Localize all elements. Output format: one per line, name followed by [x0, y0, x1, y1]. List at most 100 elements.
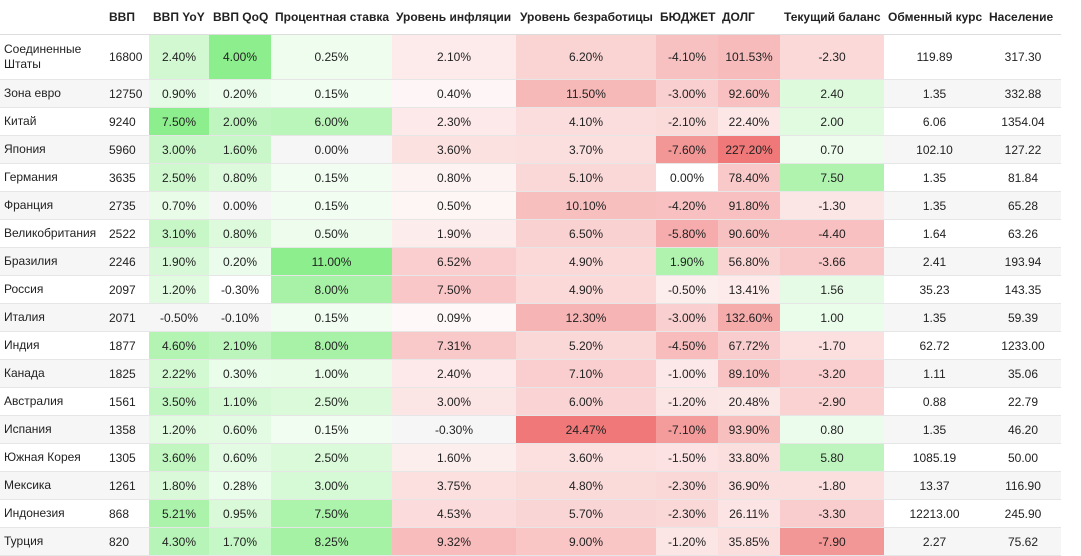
column-header: Население — [985, 0, 1061, 35]
value-cell: 0.15% — [271, 79, 392, 108]
value-cell: 0.50% — [392, 191, 516, 220]
value-cell: 5960 — [105, 135, 149, 164]
value-cell: 16800 — [105, 34, 149, 80]
column-header: ВВП — [105, 0, 149, 35]
value-cell: 7.50 — [780, 163, 884, 192]
table-row: Зона евро 12750 0.90% 0.20% 0.15% 0.40% 11.50%… — [0, 79, 1061, 108]
value-cell: 1.35 — [884, 191, 985, 220]
value-cell: 62.72 — [884, 331, 985, 360]
country-cell: Великобритания — [0, 219, 105, 248]
value-cell: 89.10% — [718, 359, 780, 388]
value-cell: 1825 — [105, 359, 149, 388]
value-cell: 12.30% — [516, 303, 656, 332]
value-cell: -4.50% — [656, 331, 718, 360]
value-cell: 317.30 — [985, 34, 1061, 80]
country-cell: Турция — [0, 527, 105, 556]
value-cell: 0.80% — [209, 219, 271, 248]
value-cell: 1.64 — [884, 219, 985, 248]
country-cell: Индия — [0, 331, 105, 360]
column-header: Текущий баланс — [780, 0, 884, 35]
table-row: Индонезия 868 5.21% 0.95% 7.50% 4.53% 5.70% -2.… — [0, 499, 1061, 528]
value-cell: -2.90 — [780, 387, 884, 416]
value-cell: 1085.19 — [884, 443, 985, 472]
value-cell: 0.00% — [656, 163, 718, 192]
value-cell: -0.30% — [209, 275, 271, 304]
table-row: Великобритания 2522 3.10% 0.80% 0.50% 1.90% 6.… — [0, 219, 1061, 248]
value-cell: 0.15% — [271, 303, 392, 332]
table-row: Индия 1877 4.60% 2.10% 8.00% 7.31% 5.20% -4.50%… — [0, 331, 1061, 360]
column-header: БЮДЖЕТ — [656, 0, 718, 35]
value-cell: 81.84 — [985, 163, 1061, 192]
value-cell: 143.35 — [985, 275, 1061, 304]
value-cell: 0.09% — [392, 303, 516, 332]
value-cell: 11.00% — [271, 247, 392, 276]
value-cell: 119.89 — [884, 34, 985, 80]
value-cell: 1.90% — [392, 219, 516, 248]
table-row: Япония 5960 3.00% 1.60% 0.00% 3.60% 3.70% -7.60… — [0, 135, 1061, 164]
table-row: Мексика 1261 1.80% 0.28% 3.00% 3.75% 4.80% -2.3… — [0, 471, 1061, 500]
value-cell: -1.50% — [656, 443, 718, 472]
value-cell: 116.90 — [985, 471, 1061, 500]
value-cell: -3.00% — [656, 79, 718, 108]
value-cell: 2.22% — [149, 359, 209, 388]
value-cell: 0.60% — [209, 415, 271, 444]
value-cell: 1.90% — [149, 247, 209, 276]
value-cell: 5.80 — [780, 443, 884, 472]
value-cell: 93.90% — [718, 415, 780, 444]
value-cell: 3.00% — [392, 387, 516, 416]
value-cell: 8.00% — [271, 331, 392, 360]
value-cell: -4.20% — [656, 191, 718, 220]
table-row: Испания 1358 1.20% 0.60% 0.15% -0.30% 24.47% -7… — [0, 415, 1061, 444]
value-cell: 0.00% — [271, 135, 392, 164]
value-cell: 1.60% — [209, 135, 271, 164]
value-cell: -4.10% — [656, 34, 718, 80]
value-cell: 2071 — [105, 303, 149, 332]
value-cell: 0.15% — [271, 163, 392, 192]
value-cell: 227.20% — [718, 135, 780, 164]
corner-cell — [0, 0, 105, 35]
country-cell: Испания — [0, 415, 105, 444]
value-cell: -0.10% — [209, 303, 271, 332]
value-cell: 1.00% — [271, 359, 392, 388]
value-cell: 63.26 — [985, 219, 1061, 248]
value-cell: 1.60% — [392, 443, 516, 472]
value-cell: 1.80% — [149, 471, 209, 500]
value-cell: -2.10% — [656, 107, 718, 136]
value-cell: 50.00 — [985, 443, 1061, 472]
value-cell: 13.37 — [884, 471, 985, 500]
value-cell: -1.00% — [656, 359, 718, 388]
value-cell: 1877 — [105, 331, 149, 360]
value-cell: 2.10% — [209, 331, 271, 360]
table-row: Австралия 1561 3.50% 1.10% 2.50% 3.00% 6.00% -1… — [0, 387, 1061, 416]
value-cell: 12750 — [105, 79, 149, 108]
table-row: Россия 2097 1.20% -0.30% 8.00% 7.50% 4.90% -0.5… — [0, 275, 1061, 304]
value-cell: 0.30% — [209, 359, 271, 388]
value-cell: 1.35 — [884, 303, 985, 332]
value-cell: 1.11 — [884, 359, 985, 388]
value-cell: 2522 — [105, 219, 149, 248]
value-cell: 8.25% — [271, 527, 392, 556]
value-cell: 245.90 — [985, 499, 1061, 528]
value-cell: 67.72% — [718, 331, 780, 360]
value-cell: 3.75% — [392, 471, 516, 500]
country-cell: Китай — [0, 107, 105, 136]
value-cell: 332.88 — [985, 79, 1061, 108]
country-cell: Мексика — [0, 471, 105, 500]
value-cell: 91.80% — [718, 191, 780, 220]
value-cell: 1.10% — [209, 387, 271, 416]
value-cell: 5.21% — [149, 499, 209, 528]
value-cell: 1354.04 — [985, 107, 1061, 136]
value-cell: 2.30% — [392, 107, 516, 136]
value-cell: 35.85% — [718, 527, 780, 556]
value-cell: 10.10% — [516, 191, 656, 220]
value-cell: 2.40% — [392, 359, 516, 388]
value-cell: 78.40% — [718, 163, 780, 192]
value-cell: 2735 — [105, 191, 149, 220]
value-cell: 12213.00 — [884, 499, 985, 528]
value-cell: -1.80 — [780, 471, 884, 500]
value-cell: 6.20% — [516, 34, 656, 80]
value-cell: 4.60% — [149, 331, 209, 360]
value-cell: 7.50% — [149, 107, 209, 136]
